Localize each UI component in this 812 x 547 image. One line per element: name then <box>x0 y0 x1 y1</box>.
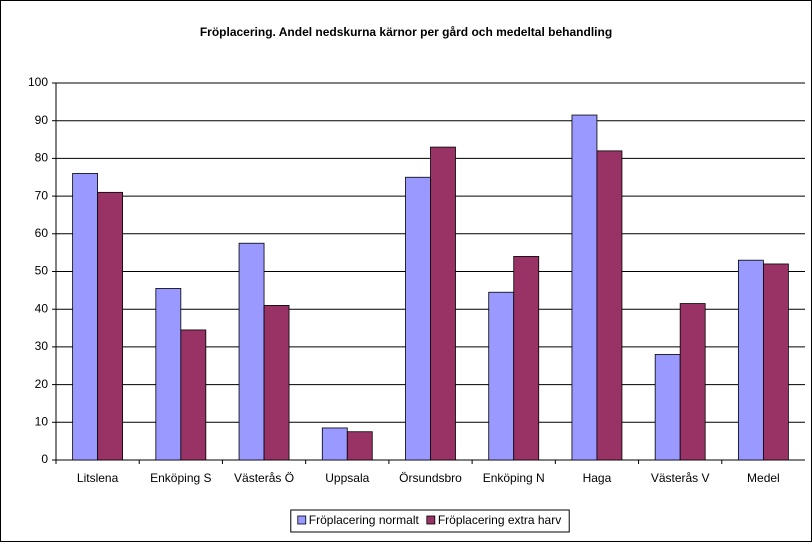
bar <box>654 354 681 461</box>
y-tick-label: 100 <box>28 75 48 89</box>
bar <box>155 288 182 461</box>
bar <box>430 146 456 461</box>
y-tick-label: 80 <box>35 151 49 165</box>
bar <box>737 259 764 461</box>
bar <box>180 329 207 461</box>
y-tick-label: 20 <box>35 377 49 391</box>
legend-label: Fröplacering normalt <box>309 513 420 527</box>
y-tick-label: 40 <box>35 301 49 315</box>
bar <box>405 176 431 461</box>
bar <box>513 256 540 461</box>
x-tick-label: Enköping N <box>483 471 545 485</box>
x-tick-label: Uppsala <box>325 471 369 485</box>
x-tick-label: Medel <box>747 471 780 485</box>
bar <box>321 427 348 461</box>
x-tick-label: Haga <box>583 471 612 485</box>
bar <box>346 431 373 461</box>
y-tick-label: 50 <box>35 264 49 278</box>
y-tick-label: 10 <box>35 414 49 428</box>
x-tick-label: Enköping S <box>150 471 211 485</box>
x-tick-label: Västerås Ö <box>234 471 294 485</box>
y-tick-label: 60 <box>35 226 49 240</box>
y-tick-label: 30 <box>35 339 49 353</box>
chart-title: Fröplacering. Andel nedskurna kärnor per… <box>200 25 612 39</box>
y-tick-label: 0 <box>41 452 48 466</box>
x-tick-label: Litslena <box>77 471 119 485</box>
bar <box>488 291 515 461</box>
y-tick-label: 70 <box>35 188 49 202</box>
bar <box>238 242 265 461</box>
bar <box>263 305 290 461</box>
legend-swatch <box>426 515 436 525</box>
bar <box>762 263 789 461</box>
legend-label: Fröplacering extra harv <box>438 513 561 527</box>
legend-swatch <box>297 515 307 525</box>
x-tick-label: Västerås V <box>651 471 710 485</box>
bar <box>97 191 124 461</box>
bar <box>596 150 623 461</box>
bar <box>72 173 99 461</box>
y-tick-label: 90 <box>35 113 49 127</box>
x-tick-label: Örsundsbro <box>399 471 462 485</box>
bar <box>571 114 598 461</box>
bar <box>679 303 706 461</box>
